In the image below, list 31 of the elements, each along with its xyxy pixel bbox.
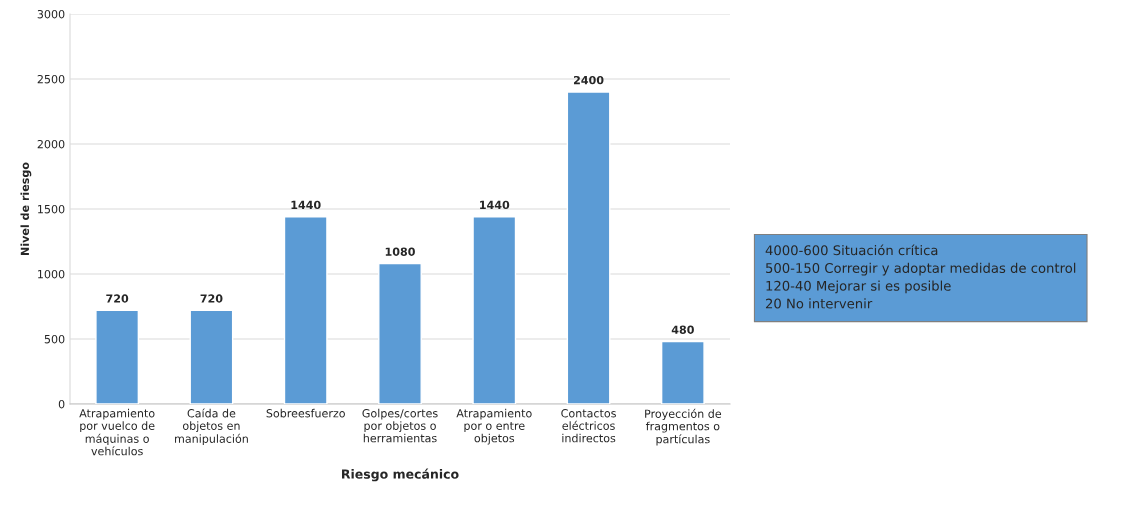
- y-axis-title: Nivel de riesgo: [20, 162, 32, 255]
- x-tick-label: Atrapamiento por vuelco de máquinas o vehículos: [79, 408, 155, 456]
- bar: [378, 262, 422, 404]
- y-tick-label: 500: [44, 334, 65, 344]
- bar: [566, 91, 611, 404]
- x-tick-label: Golpes/cortes por objetos o herramientas: [362, 408, 438, 443]
- y-tick-label: 1500: [38, 204, 65, 214]
- y-tick-label: 2000: [37, 139, 65, 149]
- bar: [472, 216, 517, 404]
- bar: [660, 340, 705, 404]
- x-tick-label: Contactos eléctricos indirectos: [561, 409, 616, 443]
- data-label: 1080: [385, 247, 415, 256]
- data-label: 480: [671, 325, 694, 334]
- bar: [95, 309, 140, 404]
- y-tick-label: 2500: [37, 74, 65, 84]
- x-tick-label: Caída de objetos en manipulación: [175, 408, 248, 446]
- y-tick-label: 0: [58, 399, 65, 409]
- text: 4000-600 Situación crítica 500-150 Corregir y adoptar medidas de control 120-40 Mejorar si es posible 20 No intervenir: [765, 244, 1076, 309]
- x-tick-label: Atrapamiento por o entre objetos: [456, 408, 532, 445]
- data-label: 2400: [573, 75, 604, 85]
- x-tick-label: Sobreesfuerzo: [266, 408, 345, 418]
- x-axis-title: Riesgo mecánico: [342, 468, 459, 482]
- x-tick-label: Proyección de fragmentos o partículas: [645, 408, 722, 446]
- data-label: 1440: [480, 200, 510, 210]
- y-tick-label: 1000: [38, 269, 65, 279]
- data-label: 1440: [291, 200, 321, 210]
- bar: [283, 216, 328, 404]
- y-tick-label: 3000: [37, 9, 65, 19]
- data-label: 720: [106, 294, 129, 303]
- data-label: 720: [200, 294, 223, 303]
- bar: [189, 309, 234, 404]
